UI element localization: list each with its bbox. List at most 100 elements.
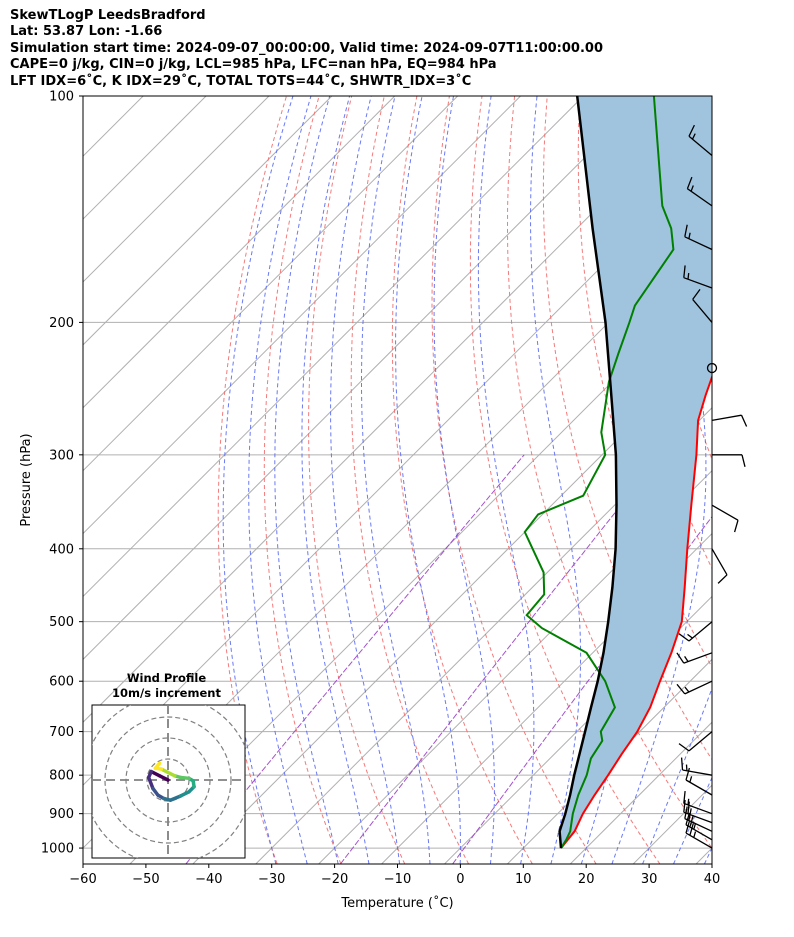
wind-barb xyxy=(711,414,748,427)
x-tick-label: −60 xyxy=(69,872,96,887)
x-tick-label: −40 xyxy=(195,872,222,887)
x-tick-label: −20 xyxy=(321,872,348,887)
x-tick-label: 40 xyxy=(704,872,721,887)
mixing-ratio-line xyxy=(340,454,662,864)
isotherm-line xyxy=(83,96,584,598)
isotherm-line xyxy=(381,532,712,864)
y-tick-label: 400 xyxy=(49,542,74,557)
moist-adiabat-line xyxy=(433,96,495,864)
inset-contents xyxy=(92,705,245,858)
y-tick-label: 700 xyxy=(49,725,74,740)
x-tick-label: −50 xyxy=(132,872,159,887)
stability-line: CAPE=0 j/kg, CIN=0 j/kg, LCL=985 hPa, LF… xyxy=(10,57,497,73)
calm-wind-marker xyxy=(706,362,718,374)
dry-adiabat-line xyxy=(542,96,712,761)
isotherm-line xyxy=(83,96,333,346)
location-line: Lat: 53.87 Lon: -1.66 xyxy=(10,24,163,40)
wind-barb xyxy=(683,799,713,824)
wind-barb xyxy=(680,757,713,776)
dry-adiabat-line xyxy=(350,96,470,864)
isotherm-line xyxy=(318,469,712,864)
y-tick-label: 800 xyxy=(49,769,74,784)
hodograph-segment xyxy=(146,775,155,791)
dry-adiabat-line xyxy=(743,96,794,864)
hodograph-ring xyxy=(104,716,232,844)
dry-adiabat-line xyxy=(263,96,342,864)
profile-lines xyxy=(523,96,712,849)
moist-adiabat-line xyxy=(529,96,582,864)
x-axis-label: Temperature (˚C) xyxy=(340,895,453,911)
dry-adiabat-line xyxy=(391,96,533,864)
isotherm-line xyxy=(83,96,710,723)
wind-barb xyxy=(688,124,713,156)
y-tick-label: 300 xyxy=(49,448,74,463)
moist-adiabat-line xyxy=(330,96,401,864)
isotherm-line xyxy=(255,407,712,864)
moist-adiabat-line xyxy=(673,776,712,864)
y-tick-label: 1000 xyxy=(41,842,74,857)
y-tick-label: 500 xyxy=(49,615,74,630)
wind-barb xyxy=(685,767,713,796)
moist-adiabat-line xyxy=(477,96,535,864)
y-tick-label: 600 xyxy=(49,675,74,690)
isotherm-line xyxy=(192,344,712,864)
x-tick-label: 0 xyxy=(456,872,464,887)
wind-barb xyxy=(684,224,713,251)
isotherm-line xyxy=(83,96,270,283)
isotherm-line xyxy=(83,96,521,535)
wind-barb xyxy=(685,821,713,849)
y-tick-label: 900 xyxy=(49,807,74,822)
moist-adiabat-line xyxy=(361,96,431,864)
x-tick-label: 30 xyxy=(641,872,658,887)
wind-barb xyxy=(692,289,713,323)
moist-adiabat-line xyxy=(248,96,312,864)
isotherm-line xyxy=(83,96,459,472)
cape-shading xyxy=(559,96,712,849)
dry-adiabat-line xyxy=(308,96,406,864)
wind-barb xyxy=(711,504,739,533)
isotherm-line xyxy=(83,96,396,409)
dry-adiabat-line xyxy=(217,96,287,864)
x-tick-label: −10 xyxy=(384,872,411,887)
x-tick-label: 10 xyxy=(515,872,532,887)
dewpoint-line xyxy=(523,96,675,849)
dry-adiabat-line xyxy=(775,96,794,864)
wind-barb xyxy=(676,652,713,664)
time-line: Simulation start time: 2024-09-07_00:00:… xyxy=(10,40,603,56)
wind-barb xyxy=(678,621,713,642)
moist-adiabat-line xyxy=(222,96,294,864)
y-tick-label: 200 xyxy=(49,316,74,331)
wind-barb xyxy=(712,454,746,467)
axes: −60 −50 −40 −30 −20 −10 0 10 20 30 40 100 200 300 400 5… xyxy=(19,90,720,912)
y-tick-label: 100 xyxy=(49,90,74,105)
inset-title: Wind Profile xyxy=(127,671,207,685)
wind-barb xyxy=(676,680,713,695)
moist-adiabat-line xyxy=(395,96,461,864)
isotherm-line xyxy=(444,595,712,864)
wind-barb xyxy=(685,812,713,841)
chart-header: SkewTLogP LeedsBradford Lat: 53.87 Lon: … xyxy=(10,8,603,90)
dry-adiabat-line xyxy=(469,96,661,864)
moist-adiabat-line xyxy=(703,846,712,864)
hodograph-segment xyxy=(153,761,162,770)
wind-barb xyxy=(683,265,713,289)
wind-barb xyxy=(678,731,713,752)
indices-line: LFT IDX=6˚C, K IDX=29˚C, TOTAL TOTS=44˚C… xyxy=(10,73,472,89)
y-axis-label: Pressure (hPa) xyxy=(19,433,34,526)
moist-adiabat-line xyxy=(301,96,370,864)
hodograph-segment xyxy=(168,794,183,802)
isotherm-line xyxy=(0,96,80,864)
isotherm-line xyxy=(129,281,712,864)
wind-barb xyxy=(711,548,728,584)
dry-adiabat-line xyxy=(709,96,712,128)
temperature-line xyxy=(560,374,712,849)
dry-adiabat-line xyxy=(431,96,597,864)
wind-barbs xyxy=(676,124,748,849)
wind-barb xyxy=(686,176,713,207)
chart-title: SkewTLogP LeedsBradford xyxy=(10,8,206,23)
isotherm-line xyxy=(569,721,712,864)
isotherm-line xyxy=(83,96,647,661)
x-tick-label: −30 xyxy=(258,872,285,887)
